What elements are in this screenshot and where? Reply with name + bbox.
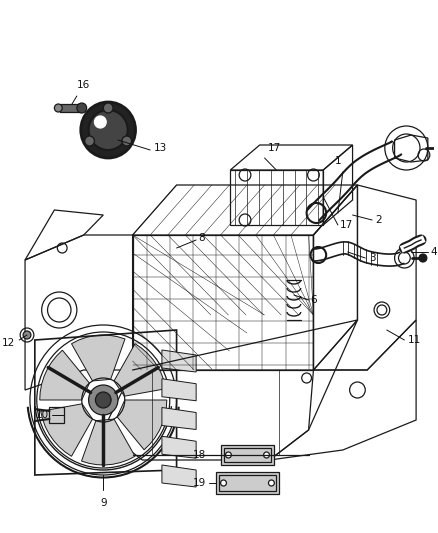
Text: 4: 4	[431, 247, 438, 257]
Circle shape	[23, 331, 31, 339]
Text: 12: 12	[2, 338, 15, 348]
Circle shape	[103, 103, 113, 113]
Polygon shape	[162, 350, 196, 372]
Text: 9: 9	[100, 498, 106, 508]
Text: 18: 18	[193, 450, 206, 460]
Circle shape	[95, 392, 111, 408]
Circle shape	[122, 136, 132, 146]
Text: 19: 19	[193, 478, 206, 488]
Text: 3: 3	[369, 253, 376, 263]
Circle shape	[268, 480, 274, 486]
Text: 2: 2	[375, 215, 381, 225]
Circle shape	[81, 102, 135, 158]
Polygon shape	[221, 445, 274, 465]
Circle shape	[95, 116, 106, 128]
Text: 17: 17	[340, 220, 353, 230]
Polygon shape	[162, 408, 196, 430]
Text: 1: 1	[335, 156, 341, 166]
Text: 13: 13	[154, 143, 167, 153]
Text: 8: 8	[198, 233, 205, 243]
Circle shape	[88, 110, 128, 150]
Circle shape	[54, 104, 62, 112]
Polygon shape	[117, 400, 167, 450]
Circle shape	[88, 385, 118, 415]
Polygon shape	[162, 436, 196, 458]
Text: 17: 17	[268, 143, 281, 153]
Text: 10: 10	[35, 410, 49, 420]
Polygon shape	[81, 419, 135, 465]
Circle shape	[85, 136, 95, 146]
Text: 16: 16	[77, 80, 90, 90]
Polygon shape	[162, 379, 196, 401]
Polygon shape	[215, 472, 279, 494]
Polygon shape	[162, 465, 196, 487]
Circle shape	[264, 452, 269, 458]
Circle shape	[77, 103, 87, 113]
Circle shape	[419, 254, 427, 262]
Polygon shape	[40, 350, 89, 400]
Circle shape	[221, 480, 226, 486]
Polygon shape	[41, 404, 92, 456]
Circle shape	[226, 452, 231, 458]
Polygon shape	[60, 104, 80, 112]
Polygon shape	[71, 335, 125, 381]
Text: 11: 11	[408, 335, 421, 345]
Polygon shape	[114, 344, 166, 396]
Text: 6: 6	[311, 295, 317, 305]
